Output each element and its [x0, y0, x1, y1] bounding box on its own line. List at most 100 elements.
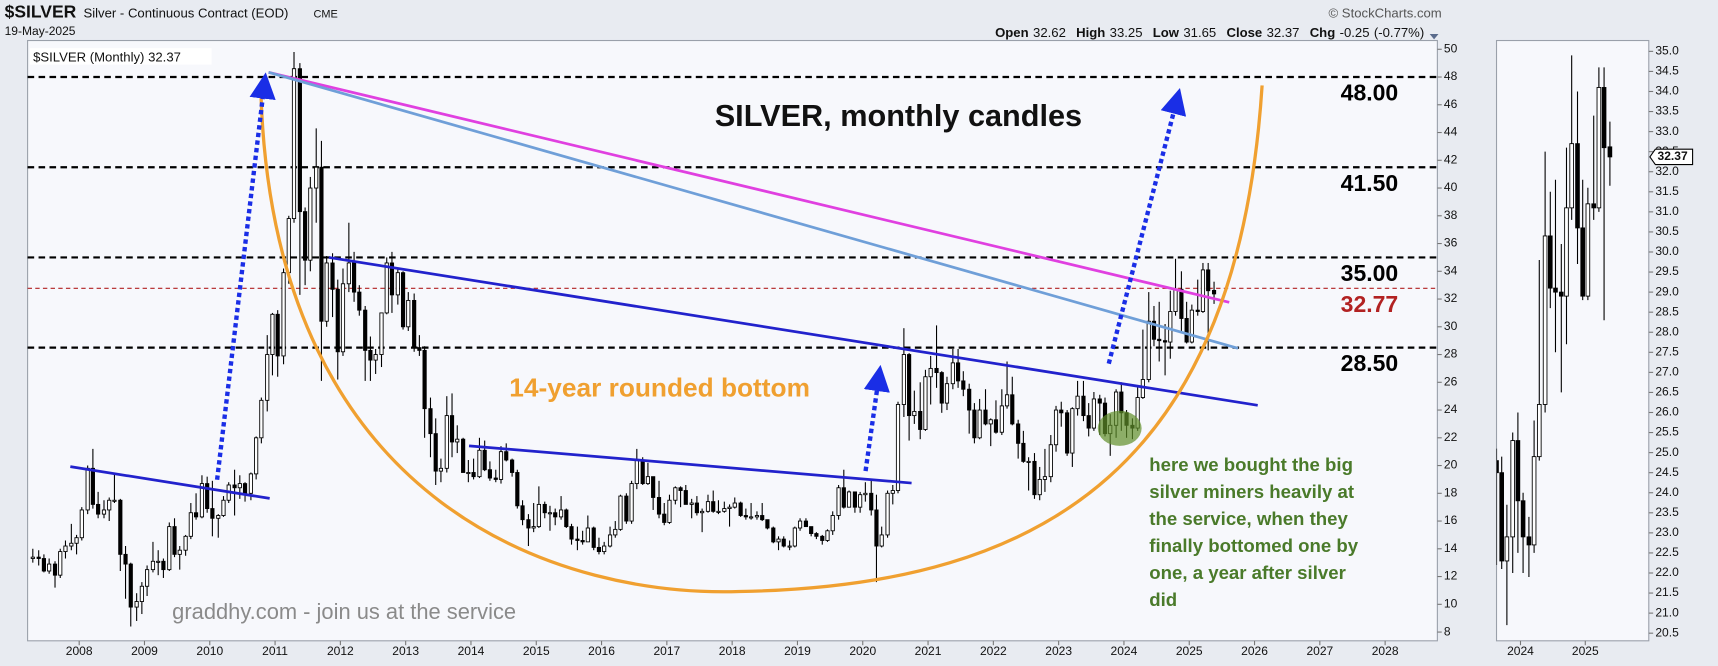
candle-body: [852, 491, 857, 508]
candle-body: [412, 299, 417, 349]
candle-body: [885, 492, 890, 536]
candle-body: [928, 367, 933, 378]
candle-body: [722, 508, 727, 512]
ohlc-value: 32.37: [1267, 25, 1300, 40]
candle-body: [395, 272, 400, 296]
candle-body: [79, 509, 84, 539]
level-label: 28.50: [1341, 350, 1399, 376]
candle-body: [890, 490, 895, 494]
candle-body: [967, 388, 972, 411]
inset-y-tick-label: 22.5: [1655, 545, 1679, 559]
inset-y-tick-label: 31.5: [1655, 184, 1679, 198]
candle-body: [1119, 391, 1124, 414]
candle-body: [547, 512, 553, 515]
candle-body: [934, 367, 939, 374]
x-tick-label: 2026: [1241, 644, 1268, 658]
candle-body: [428, 408, 433, 435]
candle-body: [145, 569, 150, 587]
change-value: -0.25: [1340, 25, 1370, 40]
candle-body: [874, 509, 879, 547]
ohlc-label: High: [1076, 25, 1105, 40]
candle-body: [694, 502, 699, 514]
x-tick-label: 2022: [980, 644, 1007, 658]
inset-y-tick-label: 25.5: [1655, 425, 1679, 439]
candle-body: [389, 262, 395, 296]
candle-body: [542, 503, 547, 514]
candle-body: [879, 534, 884, 547]
candle-body: [123, 553, 128, 565]
ohlc-label: Close: [1226, 25, 1262, 40]
candle-body: [901, 354, 906, 405]
y-tick-label: 14: [1444, 541, 1458, 555]
candle-body: [221, 499, 226, 516]
candle-body: [607, 534, 613, 547]
inset-y-tick-label: 28.0: [1655, 324, 1679, 338]
note-line: the service, when they: [1149, 508, 1348, 529]
candle-body: [1173, 288, 1178, 312]
candle-body: [259, 399, 264, 439]
note-line: finally bottomed one by: [1149, 535, 1358, 556]
candle-body: [520, 505, 525, 521]
y-tick-label: 22: [1444, 430, 1458, 444]
candle-body: [846, 491, 852, 508]
candle-body: [1004, 394, 1010, 407]
candle-body: [161, 560, 166, 571]
candle-body: [1200, 269, 1206, 312]
y-tick-label: 20: [1444, 458, 1458, 472]
candle-body: [1496, 460, 1499, 474]
candle-body: [281, 272, 286, 357]
candle-body: [248, 473, 253, 494]
x-tick-label: 2011: [262, 644, 288, 658]
candle-body: [1075, 395, 1080, 410]
chart-title: SILVER, monthly candles: [715, 99, 1082, 133]
candle-body: [150, 560, 156, 571]
candle-body: [85, 467, 90, 511]
inset-y-tick-label: 27.0: [1655, 365, 1679, 379]
inset-y-tick-label: 21.0: [1655, 605, 1679, 619]
candle-body: [585, 527, 590, 543]
candle-body: [357, 291, 362, 311]
source: © StockCharts.com: [1328, 6, 1441, 21]
candle-body: [510, 459, 515, 473]
candle-body: [1179, 288, 1184, 319]
candle-body: [340, 283, 346, 353]
candle-body: [482, 449, 487, 471]
candle-body: [830, 515, 835, 532]
candle-body: [553, 512, 558, 518]
candle-body: [825, 530, 830, 541]
candle-body: [275, 313, 280, 357]
inset-plot-area: [1495, 39, 1650, 642]
x-tick-label: 2014: [458, 644, 485, 658]
candle-body: [743, 515, 748, 518]
candle-body: [1097, 398, 1102, 404]
x-tick-label: 2027: [1306, 644, 1333, 658]
highlight-ellipse: [1097, 410, 1142, 446]
candle-body: [1016, 423, 1021, 444]
candle-body: [1553, 287, 1558, 293]
candle-body: [939, 372, 944, 404]
candle-body: [498, 451, 504, 480]
candle-body: [765, 519, 770, 529]
y-tick-label: 46: [1444, 97, 1458, 111]
candle-body: [651, 476, 656, 498]
candle-body: [417, 347, 422, 351]
y-tick-label: 28: [1444, 347, 1458, 361]
inset-y-tick-label: 26.0: [1655, 405, 1679, 419]
ohlc-label: Low: [1153, 25, 1180, 40]
candle-body: [172, 526, 177, 555]
y-tick-label: 42: [1444, 152, 1458, 166]
inset-y-tick-label: 21.5: [1655, 585, 1679, 599]
candle-body: [1206, 269, 1211, 292]
candle-body: [1591, 203, 1597, 209]
candle-body: [700, 510, 705, 514]
candle-body: [335, 288, 340, 353]
dropdown-icon[interactable]: [1429, 33, 1439, 40]
inset-y-tick-label: 34.0: [1655, 84, 1679, 98]
x-tick-label: 2009: [131, 644, 158, 658]
candle-body: [515, 472, 520, 507]
candle-body: [618, 495, 623, 530]
note-line: here we bought the big: [1149, 454, 1353, 475]
candle-body: [705, 501, 711, 512]
candle-body: [156, 560, 161, 563]
